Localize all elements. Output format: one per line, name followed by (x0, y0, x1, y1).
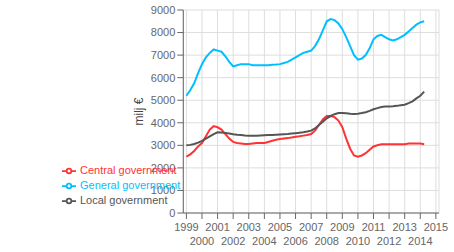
svg-text:8000: 8000 (151, 26, 175, 38)
svg-text:milj €: milj € (132, 97, 146, 125)
svg-text:2000: 2000 (190, 235, 214, 247)
svg-text:2009: 2009 (330, 221, 354, 233)
svg-text:2013: 2013 (392, 221, 416, 233)
svg-text:2004: 2004 (252, 235, 276, 247)
svg-text:5000: 5000 (151, 94, 175, 106)
svg-text:2007: 2007 (299, 221, 323, 233)
svg-text:2010: 2010 (346, 235, 370, 247)
svg-text:4000: 4000 (151, 117, 175, 129)
svg-text:2008: 2008 (314, 235, 338, 247)
svg-text:2002: 2002 (221, 235, 245, 247)
svg-text:0: 0 (169, 207, 175, 219)
svg-text:2005: 2005 (268, 221, 292, 233)
svg-text:2015: 2015 (424, 221, 448, 233)
svg-text:6000: 6000 (151, 72, 175, 84)
svg-text:7000: 7000 (151, 49, 175, 61)
svg-text:2000: 2000 (151, 162, 175, 174)
svg-text:1000: 1000 (151, 184, 175, 196)
svg-text:2012: 2012 (377, 235, 401, 247)
svg-text:2014: 2014 (408, 235, 432, 247)
svg-text:2003: 2003 (237, 221, 261, 233)
svg-text:3000: 3000 (151, 139, 175, 151)
svg-text:1999: 1999 (174, 221, 198, 233)
svg-text:2001: 2001 (205, 221, 229, 233)
svg-text:2006: 2006 (283, 235, 307, 247)
svg-text:2011: 2011 (362, 221, 386, 233)
svg-text:9000: 9000 (151, 4, 175, 16)
